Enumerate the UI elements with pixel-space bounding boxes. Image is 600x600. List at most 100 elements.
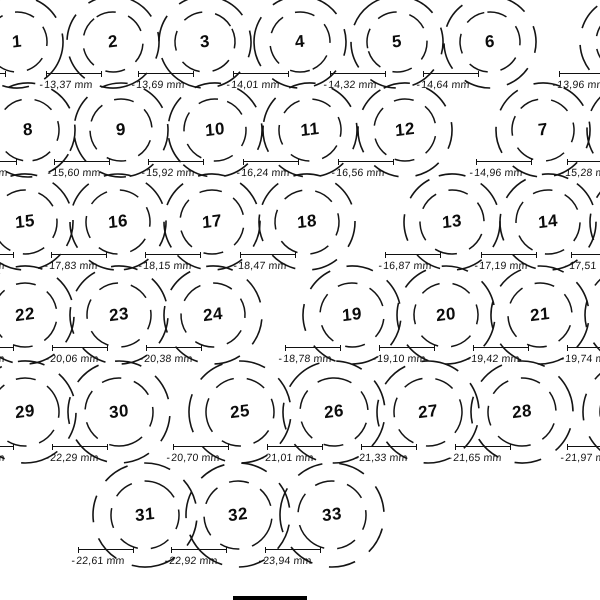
measure-bracket-icon — [0, 159, 17, 165]
measure-bracket-icon — [243, 159, 299, 165]
diameter-value: 20,38 mm — [136, 353, 197, 365]
measure-bracket-icon — [455, 444, 511, 450]
measure-bracket-icon — [285, 345, 341, 351]
measure-bracket-icon — [78, 547, 134, 553]
diameter-value: 21,65 mm — [445, 452, 506, 464]
diameter-measure: 22,92 mm — [161, 547, 227, 567]
diameter-measure: 14,96 mm — [466, 159, 532, 179]
diameter-measure: 21,97 mm — [0, 444, 14, 464]
diameter-value: 14,96 mm — [466, 167, 527, 179]
diameter-value: 19,10 mm — [369, 353, 430, 365]
diameter-measure: 18,47 mm — [230, 252, 296, 272]
diameter-value: 13,37 mm — [36, 79, 97, 91]
measure-bracket-icon — [0, 252, 14, 258]
diameter-measure: 22,61 mm — [68, 547, 134, 567]
diameter-measure: 16,24 mm — [233, 159, 299, 179]
diameter-value: 15,28 mm — [0, 167, 11, 179]
diameter-measure: 19,74 mm — [0, 345, 14, 365]
diameter-measure: 21,33 mm — [351, 444, 417, 464]
diameter-value: 15,92 mm — [138, 167, 199, 179]
measure-bracket-icon — [567, 159, 600, 165]
measure-bracket-icon — [481, 252, 537, 258]
diameter-value: 18,15 mm — [135, 260, 196, 272]
diameter-measure: 19,10 mm — [369, 345, 435, 365]
diameter-measure: 18,78 mm — [275, 345, 341, 365]
measure-bracket-icon — [52, 444, 108, 450]
diameter-value: 14,64 mm — [413, 79, 474, 91]
measure-bracket-icon — [145, 252, 201, 258]
measure-bracket-icon — [54, 159, 110, 165]
diameter-measure: 17,51 mm — [561, 252, 600, 272]
measure-bracket-icon — [46, 71, 102, 77]
diameter-value: 21,97 mm — [557, 452, 600, 464]
diameter-measure: 19,42 mm — [463, 345, 529, 365]
diameter-measure: 22,29 mm — [42, 444, 108, 464]
measure-bracket-icon — [51, 252, 107, 258]
diameter-measure: 20,38 mm — [136, 345, 202, 365]
measure-bracket-icon — [267, 444, 323, 450]
diameter-measure: 17,19 mm — [471, 252, 537, 272]
diameter-value: 15,28 mm — [557, 167, 600, 179]
measure-bracket-icon — [567, 444, 600, 450]
diameter-value: 16,24 mm — [233, 167, 294, 179]
measure-bracket-icon — [473, 345, 529, 351]
diameter-measure: 21,65 mm — [445, 444, 511, 464]
diameter-measure: 21,97 mm — [557, 444, 600, 464]
measure-bracket-icon — [0, 71, 6, 77]
measure-bracket-icon — [52, 345, 108, 351]
diameter-measure: 15,92 mm — [138, 159, 204, 179]
diameter-measure: 14,64 mm — [413, 71, 479, 91]
diameter-measure: 17,83 mm — [41, 252, 107, 272]
diameter-value: 14,32 mm — [320, 79, 381, 91]
measure-bracket-icon — [146, 345, 202, 351]
measure-bracket-icon — [476, 159, 532, 165]
diameter-value: 19,74 mm — [557, 353, 600, 365]
diameter-value: 22,29 mm — [42, 452, 103, 464]
diameter-value: 13,69 mm — [128, 79, 189, 91]
diameter-measure: 16,87 mm — [375, 252, 441, 272]
measure-bracket-icon — [385, 252, 441, 258]
diameter-value: 18,78 mm — [275, 353, 336, 365]
diameter-value: 14,01 mm — [223, 79, 284, 91]
diameter-value: 22,92 mm — [161, 555, 222, 567]
measure-bracket-icon — [423, 71, 479, 77]
diameter-measure: 15,28 mm — [557, 159, 600, 179]
diameter-value: 16,56 mm — [328, 167, 389, 179]
diameter-value: 19,74 mm — [0, 353, 8, 365]
diameter-value: 21,01 mm — [257, 452, 318, 464]
measure-bracket-icon — [233, 71, 289, 77]
diameter-value: 17,51 mm — [561, 260, 600, 272]
diameter-measure: 14,01 mm — [223, 71, 289, 91]
diameter-value: 21,33 mm — [351, 452, 412, 464]
measure-bracket-icon — [0, 345, 14, 351]
diameter-value: 17,51 mm — [0, 260, 8, 272]
measure-bracket-icon — [173, 444, 229, 450]
measure-bracket-icon — [138, 71, 194, 77]
diameter-measure: 19,74 mm — [557, 345, 600, 365]
diameter-measure: 14,32 mm — [320, 71, 386, 91]
diameter-measure: 13,37 mm — [36, 71, 102, 91]
measure-bracket-icon — [379, 345, 435, 351]
diameter-value: 19,42 mm — [463, 353, 524, 365]
diameter-measure: 16,56 mm — [328, 159, 394, 179]
diameter-value: 15,60 mm — [44, 167, 105, 179]
diameter-measure: 20,70 mm — [163, 444, 229, 464]
measure-bracket-icon — [240, 252, 296, 258]
diameter-measure: 20,06 mm — [42, 345, 108, 365]
diameter-value: 22,61 mm — [68, 555, 129, 567]
measure-bracket-icon — [567, 345, 600, 351]
bottom-bar — [233, 596, 307, 600]
diameter-measure: 13,69 mm — [128, 71, 194, 91]
diameter-measure: 13,96 mm — [549, 71, 600, 91]
diameter-measure: 15,60 mm — [44, 159, 110, 179]
measure-bracket-icon — [330, 71, 386, 77]
diameter-measure: 18,15 mm — [135, 252, 201, 272]
measure-bracket-icon — [338, 159, 394, 165]
diameter-value: 20,06 mm — [42, 353, 103, 365]
diameter-measure: 23,94 mm — [255, 547, 321, 567]
diameter-value: 21,97 mm — [0, 452, 8, 464]
measure-bracket-icon — [571, 252, 600, 258]
diameter-value: 23,94 mm — [255, 555, 316, 567]
measure-bracket-icon — [171, 547, 227, 553]
